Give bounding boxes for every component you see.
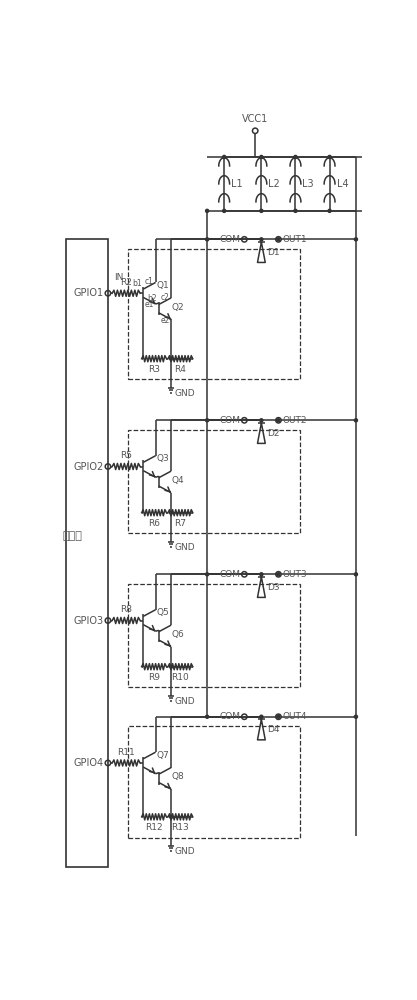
Circle shape	[206, 419, 208, 422]
Circle shape	[277, 238, 280, 241]
Circle shape	[206, 573, 208, 576]
Text: R2: R2	[120, 278, 132, 287]
Text: GND: GND	[175, 847, 196, 856]
Text: Q5: Q5	[156, 608, 169, 617]
Text: R9: R9	[148, 673, 160, 682]
Text: R12: R12	[145, 823, 163, 832]
Text: R8: R8	[120, 605, 132, 614]
Text: e2: e2	[160, 316, 170, 325]
Text: R10: R10	[171, 673, 189, 682]
Circle shape	[354, 238, 357, 241]
Text: GPIO3: GPIO3	[74, 615, 104, 626]
Text: R6: R6	[148, 519, 160, 528]
Circle shape	[223, 155, 226, 158]
Text: IN: IN	[114, 273, 123, 282]
Circle shape	[260, 715, 263, 718]
Text: R11: R11	[117, 748, 135, 757]
Circle shape	[260, 209, 263, 212]
Circle shape	[170, 665, 173, 668]
Text: OUT1: OUT1	[282, 235, 307, 244]
Circle shape	[354, 715, 357, 718]
Text: c1: c1	[145, 277, 153, 286]
Text: OUT4: OUT4	[282, 712, 307, 721]
Text: R7: R7	[174, 519, 186, 528]
Text: Q1: Q1	[156, 281, 169, 290]
Text: e1: e1	[145, 300, 154, 309]
Circle shape	[328, 209, 331, 212]
Text: OUT2: OUT2	[282, 416, 307, 425]
Text: COM: COM	[219, 235, 241, 244]
Text: GND: GND	[175, 697, 196, 706]
Text: b2: b2	[148, 294, 157, 303]
Text: OUT3: OUT3	[282, 570, 307, 579]
Text: Q3: Q3	[156, 454, 169, 463]
Text: L3: L3	[302, 179, 314, 189]
Text: COM: COM	[219, 416, 241, 425]
Circle shape	[260, 573, 263, 576]
Circle shape	[170, 815, 173, 818]
Text: L1: L1	[231, 179, 243, 189]
Circle shape	[206, 209, 208, 212]
Circle shape	[223, 209, 226, 212]
Circle shape	[260, 419, 263, 422]
Circle shape	[277, 573, 280, 576]
Circle shape	[170, 511, 173, 514]
Text: R13: R13	[171, 823, 189, 832]
Text: Q4: Q4	[172, 476, 184, 485]
Text: R4: R4	[174, 365, 186, 374]
Text: D2: D2	[268, 429, 280, 438]
Text: VCC1: VCC1	[242, 114, 268, 124]
Circle shape	[206, 238, 208, 241]
Text: R3: R3	[148, 365, 160, 374]
Circle shape	[260, 155, 263, 158]
Text: D3: D3	[268, 583, 280, 592]
Circle shape	[170, 357, 173, 360]
Text: GPIO4: GPIO4	[74, 758, 104, 768]
Text: L2: L2	[269, 179, 280, 189]
Text: b1: b1	[132, 279, 142, 288]
Text: Q6: Q6	[172, 630, 185, 639]
Circle shape	[294, 209, 297, 212]
Text: 主芯片: 主芯片	[63, 531, 83, 541]
Text: R5: R5	[120, 451, 132, 460]
Text: Q2: Q2	[172, 303, 184, 312]
Text: D1: D1	[268, 248, 280, 257]
Text: COM: COM	[219, 712, 241, 721]
Text: L4: L4	[337, 179, 348, 189]
Text: COM: COM	[219, 570, 241, 579]
Circle shape	[277, 715, 280, 718]
Text: D4: D4	[268, 725, 280, 734]
Text: GPIO2: GPIO2	[74, 462, 104, 472]
Text: Q8: Q8	[172, 772, 185, 781]
Circle shape	[328, 155, 331, 158]
Text: GND: GND	[175, 389, 196, 398]
Text: Q7: Q7	[156, 751, 169, 760]
Text: GND: GND	[175, 543, 196, 552]
Circle shape	[260, 238, 263, 241]
Circle shape	[354, 573, 357, 576]
Circle shape	[294, 155, 297, 158]
Circle shape	[206, 715, 208, 718]
Text: c2: c2	[160, 293, 169, 302]
Circle shape	[277, 419, 280, 422]
Text: GPIO1: GPIO1	[74, 288, 104, 298]
Circle shape	[354, 419, 357, 422]
